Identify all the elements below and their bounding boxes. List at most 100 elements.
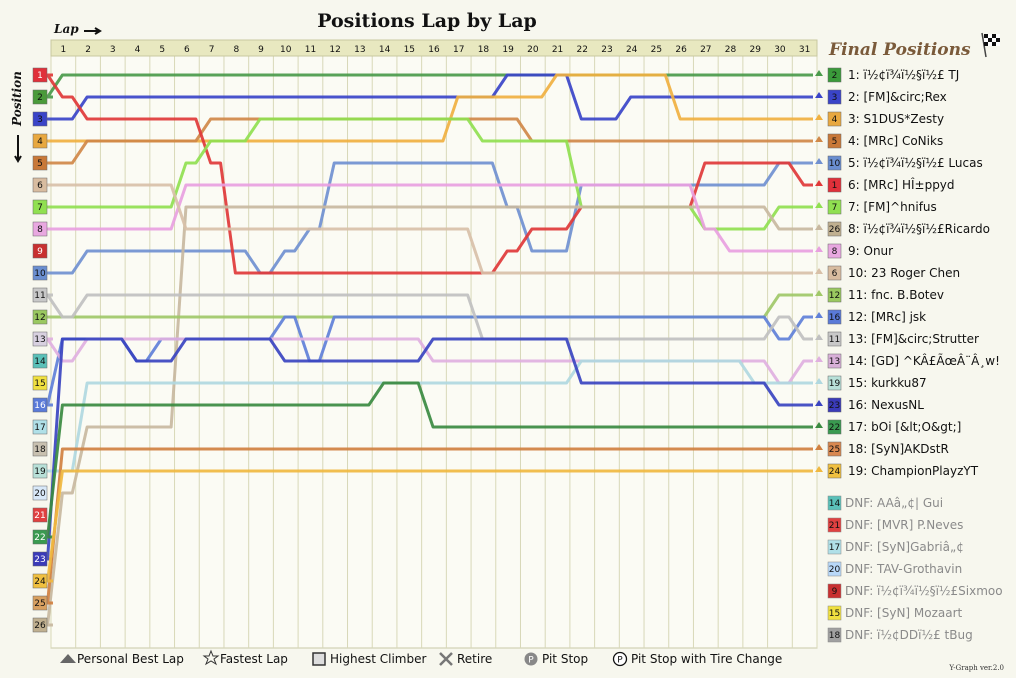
dnf-name: DNF: ï½¢DDï½£ tBug (845, 628, 973, 642)
lap-number: 4 (135, 45, 141, 55)
lap-number: 3 (110, 45, 116, 55)
final-grid-number: 7 (832, 203, 838, 213)
final-grid-box (827, 441, 842, 457)
final-position-name: 14: [GD] ^KÂ£ÃœÂ¨Â¸w! (848, 353, 1000, 368)
dnf-grid-number: 14 (829, 499, 841, 509)
start-position-box (32, 441, 48, 457)
final-grid-number: 19 (829, 379, 841, 389)
start-position-number: 20 (34, 489, 46, 499)
start-position-number: 18 (34, 445, 46, 455)
dnf-name: DNF: [MVR] P.Neves (845, 518, 963, 532)
final-grid-box (827, 309, 842, 325)
final-grid-box (827, 155, 842, 171)
lap-number: 8 (233, 45, 239, 55)
start-position-box (32, 375, 48, 391)
series-line (46, 447, 813, 605)
final-position-name: 1: ï½¢ï¾ï½§ï½£ TJ (848, 68, 959, 82)
final-grid-box (827, 331, 842, 347)
start-position-number: 5 (37, 159, 43, 169)
lap-number: 24 (626, 45, 638, 55)
start-position-column: 1234567891011121314151617181920212223242… (32, 67, 48, 633)
start-position-number: 10 (34, 269, 46, 279)
legend-item: Highest Climber (312, 652, 426, 666)
start-position-number: 12 (34, 313, 45, 323)
final-grid-number: 10 (829, 159, 841, 169)
dnf-grid-box (827, 583, 842, 599)
plot-area (50, 39, 818, 649)
dnf-grid-number: 18 (829, 631, 841, 641)
final-grid-box (827, 265, 842, 281)
lap-number: 9 (258, 45, 264, 55)
final-marker (815, 378, 823, 384)
series-line (46, 293, 813, 341)
lap-number: 22 (577, 45, 588, 55)
final-position-name: 4: [MRc] CoNiks (848, 134, 943, 148)
start-position-number: 4 (37, 137, 43, 147)
lap-number: 1 (60, 45, 66, 55)
final-marker (815, 444, 823, 450)
final-grid-number: 23 (829, 401, 840, 411)
start-position-number: 8 (37, 225, 43, 235)
start-position-number: 15 (34, 379, 45, 389)
lap-number: 15 (404, 45, 415, 55)
start-position-box (32, 309, 48, 325)
final-grid-number: 11 (829, 335, 840, 345)
lap-number: 2 (85, 45, 91, 55)
start-position-box (32, 221, 48, 237)
final-marker (815, 92, 823, 98)
final-marker (815, 70, 823, 76)
dnf-name: DNF: [SyN] Mozaart (845, 606, 963, 620)
lap-number: 27 (700, 45, 711, 55)
final-grid-box (827, 133, 842, 149)
start-position-box (32, 485, 48, 501)
dnf-grid-box (827, 627, 842, 643)
final-grid-number: 24 (829, 467, 841, 477)
retire-x-icon (439, 652, 453, 666)
series-line (46, 337, 813, 561)
chart-title: Positions Lap by Lap (317, 10, 537, 32)
final-marker (815, 466, 823, 472)
start-position-number: 11 (34, 291, 45, 301)
start-position-box (32, 177, 48, 193)
final-grid-number: 3 (832, 93, 838, 103)
chart-legend: Personal Best Lap Fastest Lap Highest Clim… (60, 649, 782, 667)
lap-number: 12 (329, 45, 340, 55)
start-position-number: 17 (34, 423, 45, 433)
start-position-box (32, 331, 48, 347)
dnf-grid-number: 17 (829, 543, 840, 553)
final-marker (815, 268, 823, 274)
final-marker (815, 180, 823, 186)
start-position-box (32, 551, 48, 567)
final-position-name: 18: [SyN]AKDstR (848, 442, 949, 456)
final-marker (815, 334, 823, 340)
pit-stop-icon (524, 652, 538, 666)
legend-label: Pit Stop with Tire Change (631, 652, 782, 666)
start-position-number: 13 (34, 335, 45, 345)
legend-item: P Pit Stop (524, 652, 588, 666)
start-position-number: 7 (37, 203, 43, 213)
legend-item: Personal Best Lap (60, 652, 184, 666)
final-grid-number: 2 (832, 71, 838, 81)
dnf-grid-box (827, 561, 842, 577)
start-position-box (32, 353, 48, 369)
series-line (46, 73, 813, 121)
start-position-number: 21 (34, 511, 45, 521)
checkered-flag-icon (981, 32, 1000, 58)
lap-number-row: 1 2 3 4 5 6 7 8 9 10 11 12 13 14 15 16 17 18 19 20 21 22 23 24 2… (50, 39, 818, 57)
box-icon (312, 652, 326, 666)
lap-number: 31 (799, 45, 810, 55)
final-grid-box (827, 463, 842, 479)
final-marker (815, 114, 823, 120)
x-axis-label: Lap (53, 22, 79, 36)
pit-stop-tire-icon (612, 651, 628, 667)
dnf-grid-box (827, 605, 842, 621)
final-grid-box (827, 89, 842, 105)
start-position-box (32, 265, 48, 281)
final-grid-number: 12 (829, 291, 840, 301)
start-position-number: 9 (37, 247, 43, 257)
lap-number: 17 (453, 45, 464, 55)
version-label: Y-Graph ver.2.0 (948, 664, 1004, 672)
final-grid-box (827, 397, 842, 413)
final-position-name: 8: ï½¢ï¾ï½§ï½£Ricardo (848, 222, 990, 236)
